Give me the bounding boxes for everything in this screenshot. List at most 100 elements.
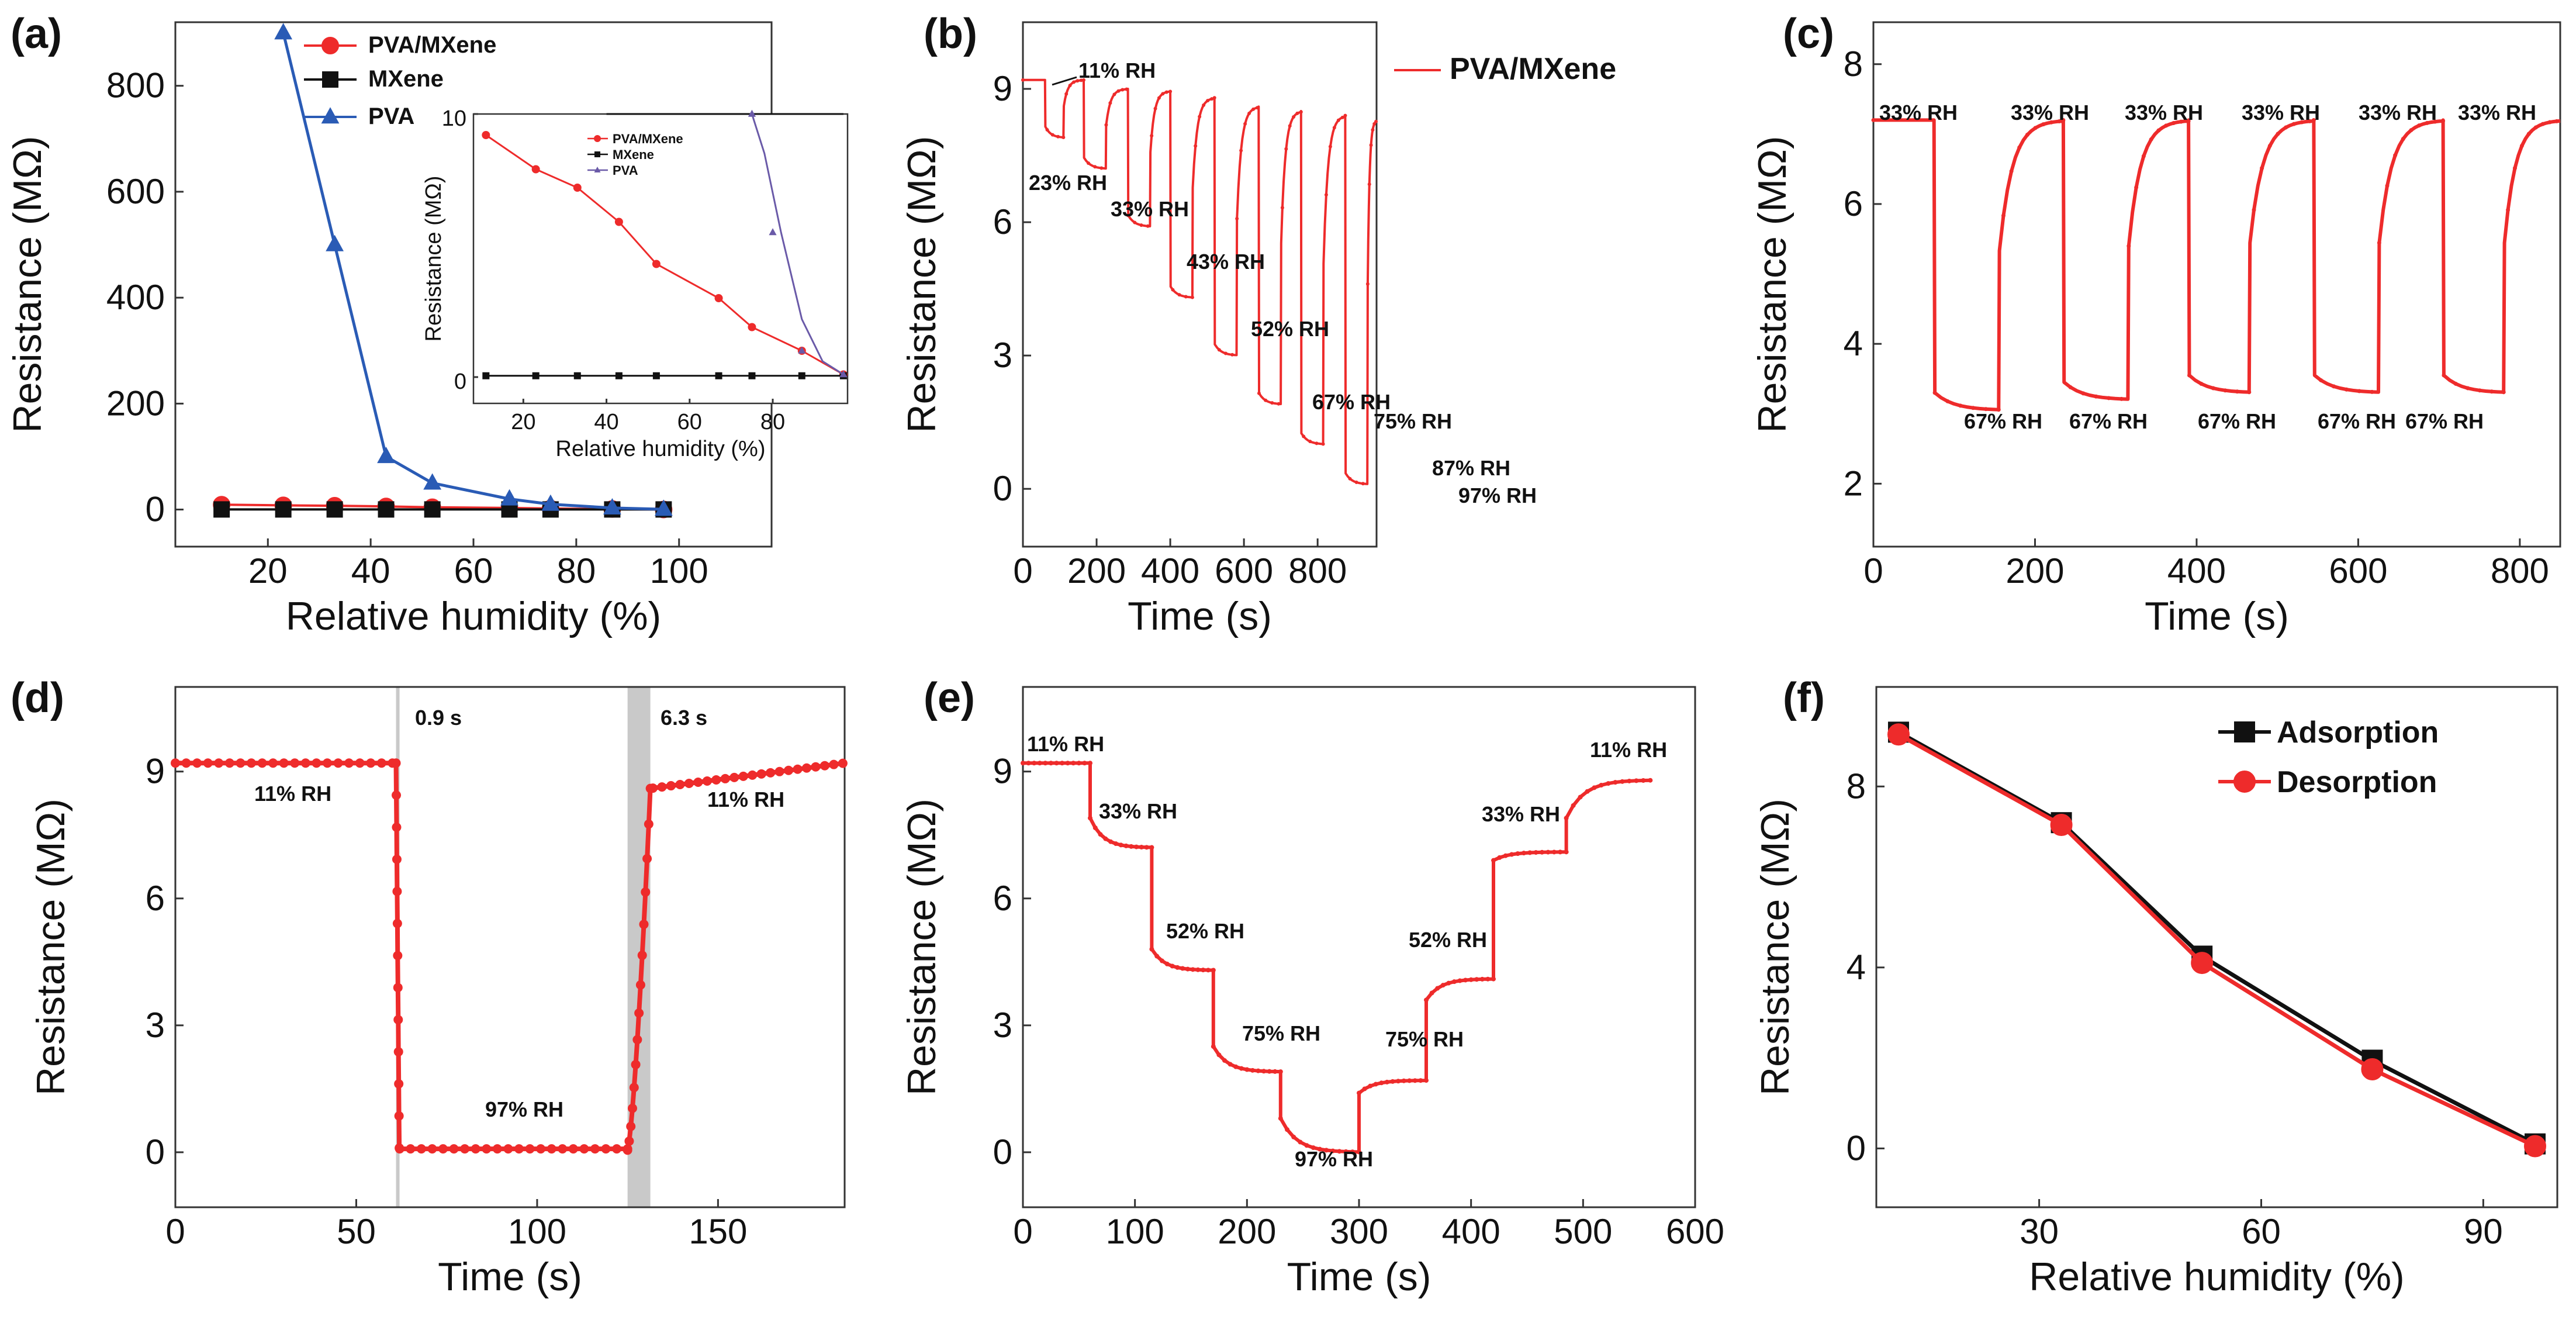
x-tick-label: 50 bbox=[337, 1212, 376, 1251]
plot-frame bbox=[174, 686, 846, 1208]
data-point bbox=[1348, 476, 1352, 481]
data-point bbox=[2252, 208, 2256, 212]
data-point bbox=[635, 980, 645, 990]
data-point bbox=[2179, 119, 2183, 124]
y-tick-label: 4 bbox=[1844, 324, 1863, 363]
data-point bbox=[1435, 986, 1440, 991]
data-point bbox=[1149, 947, 1154, 952]
step-label: 33% RH bbox=[1482, 802, 1560, 826]
data-point bbox=[482, 1144, 492, 1154]
data-point bbox=[2409, 128, 2414, 133]
data-point bbox=[637, 951, 647, 961]
y-tick-label: 0 bbox=[1847, 1128, 1866, 1167]
data-point bbox=[1357, 1149, 1361, 1155]
data-point bbox=[2319, 378, 2323, 382]
data-point bbox=[1228, 1062, 1233, 1067]
y-axis-title: Resistance (MΩ) bbox=[900, 799, 944, 1096]
data-point bbox=[2425, 120, 2429, 125]
data-point bbox=[2001, 213, 2006, 218]
data-point bbox=[424, 501, 441, 518]
x-tick-label: 800 bbox=[1288, 551, 1347, 590]
data-point bbox=[1247, 111, 1251, 115]
data-point bbox=[2489, 389, 2494, 394]
data-point bbox=[1064, 92, 1069, 96]
data-point bbox=[2211, 386, 2215, 391]
data-point bbox=[1180, 966, 1185, 971]
data-point bbox=[503, 1144, 513, 1154]
data-point bbox=[1634, 778, 1639, 783]
data-point bbox=[1373, 1082, 1378, 1087]
data-point bbox=[392, 790, 402, 800]
data-point bbox=[1585, 789, 1590, 794]
y-tick-label: 6 bbox=[993, 202, 1012, 241]
x-axis-title: Relative humidity (%) bbox=[286, 594, 661, 638]
data-point bbox=[2199, 382, 2204, 386]
step-label: 97% RH bbox=[485, 1097, 563, 1121]
data-point bbox=[1251, 107, 1256, 111]
data-point bbox=[1267, 1069, 1272, 1074]
data-point bbox=[631, 1059, 641, 1069]
data-point bbox=[1239, 1066, 1244, 1071]
data-point bbox=[1564, 816, 1569, 821]
data-point bbox=[2344, 387, 2349, 392]
data-point bbox=[774, 766, 784, 776]
data-point bbox=[623, 1145, 632, 1155]
x-tick-label: 600 bbox=[1215, 551, 1273, 590]
step-label: 52% RH bbox=[1251, 317, 1329, 341]
inset-data-point bbox=[748, 323, 756, 331]
data-point bbox=[1177, 293, 1181, 297]
data-point bbox=[693, 777, 703, 787]
data-point bbox=[2501, 390, 2506, 395]
y-tick-label: 0 bbox=[454, 369, 466, 394]
data-point bbox=[322, 758, 332, 768]
data-point bbox=[720, 773, 730, 783]
data-point bbox=[500, 489, 518, 506]
x-tick-label: 400 bbox=[1442, 1212, 1500, 1251]
inset-legend-marker bbox=[594, 151, 600, 157]
data-point bbox=[820, 761, 829, 771]
data-point bbox=[236, 758, 246, 768]
y-tick-label: 8 bbox=[1844, 44, 1863, 84]
data-point bbox=[427, 1144, 437, 1154]
data-point bbox=[684, 779, 694, 789]
step-label: 33% RH bbox=[1099, 799, 1177, 823]
y-tick-label: 400 bbox=[106, 278, 165, 317]
data-point bbox=[394, 1079, 404, 1089]
data-point bbox=[2033, 126, 2038, 130]
data-point bbox=[1479, 976, 1485, 982]
data-point bbox=[1235, 216, 1239, 220]
data-point bbox=[2300, 120, 2304, 125]
data-point bbox=[1412, 1078, 1417, 1083]
series-line-desorption bbox=[1897, 733, 2536, 1148]
data-point bbox=[423, 473, 442, 490]
legend-marker bbox=[2233, 771, 2256, 793]
data-point bbox=[1161, 92, 1165, 96]
data-point bbox=[1277, 402, 1281, 406]
y-tick-label: 2 bbox=[1844, 464, 1863, 503]
data-point bbox=[1123, 843, 1129, 848]
data-point bbox=[1216, 1052, 1222, 1058]
data-point bbox=[1343, 1149, 1348, 1154]
data-point bbox=[1971, 406, 1976, 410]
x-axis-title: Time (s) bbox=[1128, 594, 1272, 638]
data-point bbox=[1350, 1149, 1355, 1155]
data-point bbox=[2466, 386, 2470, 391]
data-point bbox=[393, 951, 403, 961]
data-point bbox=[2453, 382, 2458, 386]
x-tick-label: 600 bbox=[2329, 551, 2387, 590]
data-point bbox=[1564, 849, 1569, 855]
step-label: 52% RH bbox=[1409, 928, 1487, 952]
y-axis-title: Resistance (MΩ) bbox=[29, 799, 73, 1096]
data-point bbox=[1311, 1145, 1316, 1151]
inset-data-point bbox=[715, 372, 722, 379]
data-point bbox=[1045, 128, 1049, 132]
data-point bbox=[300, 758, 310, 768]
data-point bbox=[1082, 761, 1087, 766]
inset-series-line-pva bbox=[751, 113, 844, 375]
data-point bbox=[1088, 761, 1092, 766]
data-point bbox=[648, 783, 658, 793]
low-humidity-label: 67% RH bbox=[2405, 409, 2484, 433]
x-tick-label: 0 bbox=[1013, 551, 1032, 590]
legend-marker bbox=[322, 71, 338, 88]
data-point bbox=[1280, 206, 1284, 210]
